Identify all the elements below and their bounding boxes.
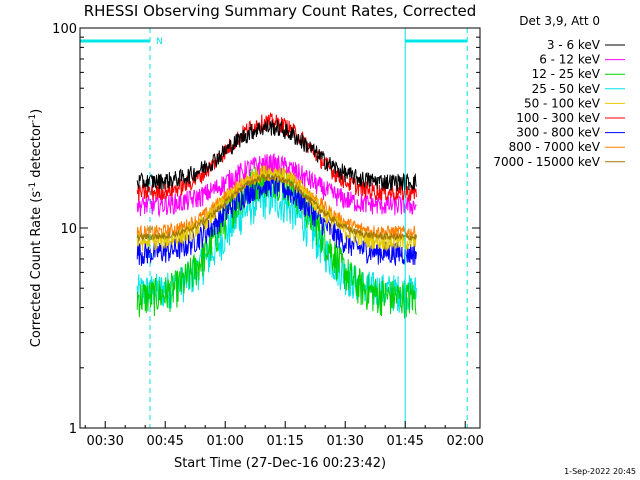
legend-label-0: 3 - 6 keV <box>547 38 601 52</box>
y-axis-label-part3: ) <box>29 109 44 114</box>
y-axis-label-sup1: -1 <box>28 182 38 191</box>
y-axis-label-sup2: -1 <box>28 114 38 123</box>
y-tick-label: 100 <box>52 22 77 37</box>
x-tick-label: 01:15 <box>266 434 303 449</box>
y-axis-label: Corrected Count Rate (s-1 detector-1) <box>28 109 44 347</box>
legend-label-2: 12 - 25 keV <box>532 67 601 81</box>
chart-title: RHESSI Observing Summary Count Rates, Co… <box>84 2 477 20</box>
x-axis-label: Start Time (27-Dec-16 00:23:42) <box>174 456 386 471</box>
x-tick-label: 01:45 <box>386 434 423 449</box>
legend-label-8: 7000 - 15000 keV <box>493 155 600 169</box>
legend-label-5: 100 - 300 keV <box>516 111 600 125</box>
legend-label-4: 50 - 100 keV <box>524 96 601 110</box>
legend-label-6: 300 - 800 keV <box>516 126 600 140</box>
y-axis-label-part1: Corrected Count Rate (s <box>29 191 44 348</box>
timestamp: 1-Sep-2022 20:45 <box>564 467 636 476</box>
series-line-4 <box>136 165 417 253</box>
x-tick-label: 02:00 <box>446 434 483 449</box>
series-line-1 <box>136 153 417 218</box>
y-tick-label: 10 <box>60 222 77 237</box>
y-axis-label-part2: detector <box>29 122 44 182</box>
series-line-8 <box>136 173 417 242</box>
y-tick-label: 1 <box>69 422 77 437</box>
x-tick-label: 01:30 <box>326 434 363 449</box>
series-line-6 <box>136 173 417 266</box>
legend-label-1: 6 - 12 keV <box>539 53 601 67</box>
x-axis-ticks: 00:30 00:45 01:00 01:15 01:30 01:45 02:00 <box>84 421 484 449</box>
x-tick-label: 01:00 <box>206 434 243 449</box>
legend-label-7: 800 - 7000 keV <box>509 140 601 154</box>
night-marker-label: N <box>156 37 163 47</box>
series-layer <box>136 111 417 319</box>
x-tick-label: 00:45 <box>146 434 183 449</box>
legend-title: Det 3,9, Att 0 <box>519 14 600 28</box>
y-axis-ticks: 1 10 100 <box>52 22 480 437</box>
legend-label-3: 25 - 50 keV <box>532 82 601 96</box>
series-line-0 <box>136 119 417 192</box>
x-tick-label: 00:30 <box>86 434 123 449</box>
